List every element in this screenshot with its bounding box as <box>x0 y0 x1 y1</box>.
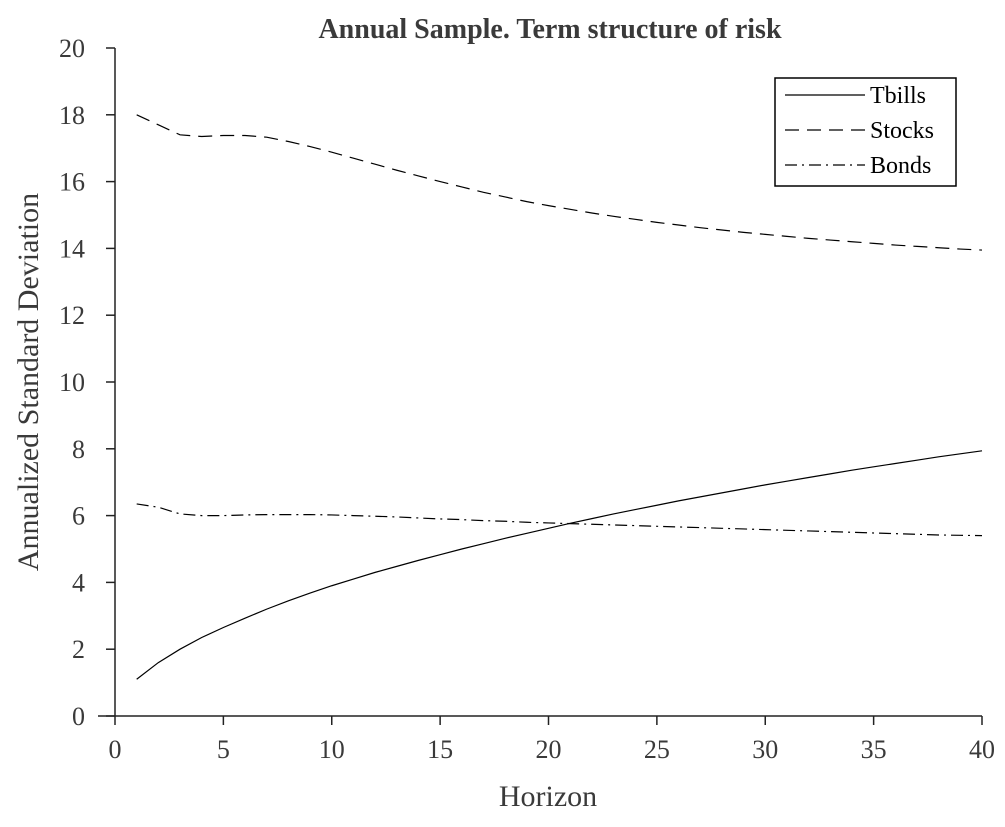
x-tick-label: 40 <box>969 735 995 764</box>
y-tick-label: 8 <box>72 435 85 464</box>
x-tick-label: 20 <box>536 735 562 764</box>
legend-label-stocks: Stocks <box>870 118 934 144</box>
legend-label-bonds: Bonds <box>870 153 931 179</box>
y-tick-label: 14 <box>59 234 85 263</box>
series-line-tbills <box>136 450 983 680</box>
x-axis-label: Horizon <box>499 780 597 813</box>
y-tick-label: 0 <box>72 702 85 731</box>
x-tick-label: 0 <box>109 735 122 764</box>
legend-label-tbills: Tbills <box>870 83 926 109</box>
x-tick-label: 35 <box>861 735 887 764</box>
y-ticks: 0 2 4 6 8 10 12 14 16 18 20 <box>59 34 115 731</box>
x-ticks: 0 5 10 15 20 25 30 35 40 <box>109 716 995 764</box>
x-tick-label: 25 <box>644 735 670 764</box>
legend: Tbills Stocks Bonds <box>774 77 957 187</box>
y-tick-label: 4 <box>72 568 85 597</box>
y-axis-label: Annualized Standard Deviation <box>12 193 45 571</box>
y-tick-label: 18 <box>59 101 85 130</box>
series-line-bonds <box>136 503 983 537</box>
x-tick-label: 15 <box>427 735 453 764</box>
y-tick-label: 10 <box>59 368 85 397</box>
x-tick-label: 30 <box>752 735 778 764</box>
series-group <box>136 114 983 680</box>
y-tick-label: 20 <box>59 34 85 63</box>
x-tick-label: 10 <box>319 735 345 764</box>
y-tick-label: 12 <box>59 301 85 330</box>
y-tick-label: 16 <box>59 168 85 197</box>
legend-box <box>774 77 957 187</box>
series-line-stocks <box>136 114 983 251</box>
y-tick-label: 2 <box>72 635 85 664</box>
x-tick-label: 5 <box>217 735 230 764</box>
chart-title: Annual Sample. Term structure of risk <box>318 14 781 45</box>
y-tick-label: 6 <box>72 502 85 531</box>
